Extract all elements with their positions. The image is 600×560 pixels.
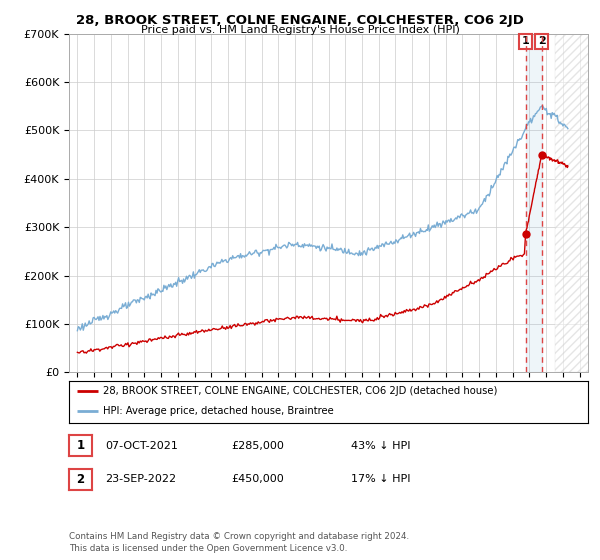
Text: Price paid vs. HM Land Registry's House Price Index (HPI): Price paid vs. HM Land Registry's House … (140, 25, 460, 35)
Text: 07-OCT-2021: 07-OCT-2021 (105, 441, 178, 451)
Bar (554, 34, 596, 372)
Text: 17% ↓ HPI: 17% ↓ HPI (351, 474, 410, 484)
Bar (526, 34, 542, 372)
Text: 28, BROOK STREET, COLNE ENGAINE, COLCHESTER, CO6 2JD (detached house): 28, BROOK STREET, COLNE ENGAINE, COLCHES… (103, 386, 497, 396)
Text: 2: 2 (76, 473, 85, 486)
Text: 2: 2 (538, 36, 545, 46)
Text: 28, BROOK STREET, COLNE ENGAINE, COLCHESTER, CO6 2JD: 28, BROOK STREET, COLNE ENGAINE, COLCHES… (76, 14, 524, 27)
Text: 1: 1 (76, 439, 85, 452)
Text: 43% ↓ HPI: 43% ↓ HPI (351, 441, 410, 451)
Text: £450,000: £450,000 (231, 474, 284, 484)
Text: HPI: Average price, detached house, Braintree: HPI: Average price, detached house, Brai… (103, 406, 334, 416)
Text: £285,000: £285,000 (231, 441, 284, 451)
Text: 23-SEP-2022: 23-SEP-2022 (105, 474, 176, 484)
Text: Contains HM Land Registry data © Crown copyright and database right 2024.
This d: Contains HM Land Registry data © Crown c… (69, 532, 409, 553)
Text: 1: 1 (521, 36, 529, 46)
